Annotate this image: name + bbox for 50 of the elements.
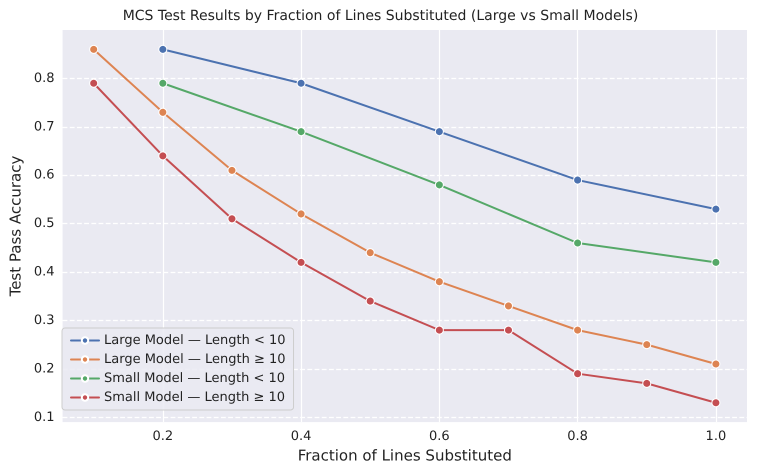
point [711, 258, 720, 267]
point [227, 214, 236, 224]
point [642, 340, 652, 350]
x-tick-label: 1.0 [706, 429, 726, 444]
point [434, 180, 444, 190]
y-tick-label: 0.5 [34, 216, 55, 232]
legend-label: Large Model — Length < 10 [104, 333, 286, 348]
point [434, 326, 444, 335]
y-tick-label: 0.2 [34, 361, 55, 376]
point [296, 127, 306, 136]
point [227, 166, 236, 175]
x-tick-label: 0.2 [152, 429, 174, 444]
point [642, 378, 652, 388]
legend-label: Small Model — Length ≥ 10 [104, 390, 286, 405]
y-axis-title: Test Pass Accuracy [6, 156, 24, 298]
point [296, 258, 306, 267]
x-axis-title: Fraction of Lines Substituted [298, 446, 512, 464]
point [573, 238, 582, 248]
y-tick-label: 0.4 [34, 264, 55, 280]
point [434, 277, 444, 286]
point [504, 326, 513, 335]
point [158, 78, 168, 88]
point [158, 44, 168, 54]
y-tick-label: 0.3 [34, 312, 55, 328]
point [158, 108, 168, 117]
point [504, 301, 513, 310]
x-tick-label: 0.8 [567, 429, 588, 444]
x-tick-label: 0.4 [290, 429, 312, 444]
point [573, 369, 582, 378]
point [573, 326, 582, 335]
point [366, 296, 375, 306]
point [89, 44, 98, 54]
y-tick-label: 0.8 [34, 70, 55, 86]
point [296, 209, 306, 218]
y-tick-label: 0.1 [34, 410, 55, 425]
y-tick-label: 0.7 [34, 119, 55, 134]
point [711, 360, 720, 369]
point [366, 248, 375, 258]
point [296, 78, 306, 88]
point [434, 127, 444, 136]
point [89, 78, 98, 88]
chart-title: MCS Test Results by Fraction of Lines Substituted (Large vs Small Models) [122, 8, 638, 24]
y-tick-label: 0.6 [34, 168, 55, 183]
legend-label: Small Model — Length < 10 [104, 371, 286, 386]
legend-label: Large Model — Length ≥ 10 [104, 352, 286, 367]
x-tick-label: 0.6 [429, 429, 450, 444]
point [573, 176, 582, 185]
point [711, 398, 720, 408]
point [711, 204, 720, 214]
point [158, 151, 168, 160]
